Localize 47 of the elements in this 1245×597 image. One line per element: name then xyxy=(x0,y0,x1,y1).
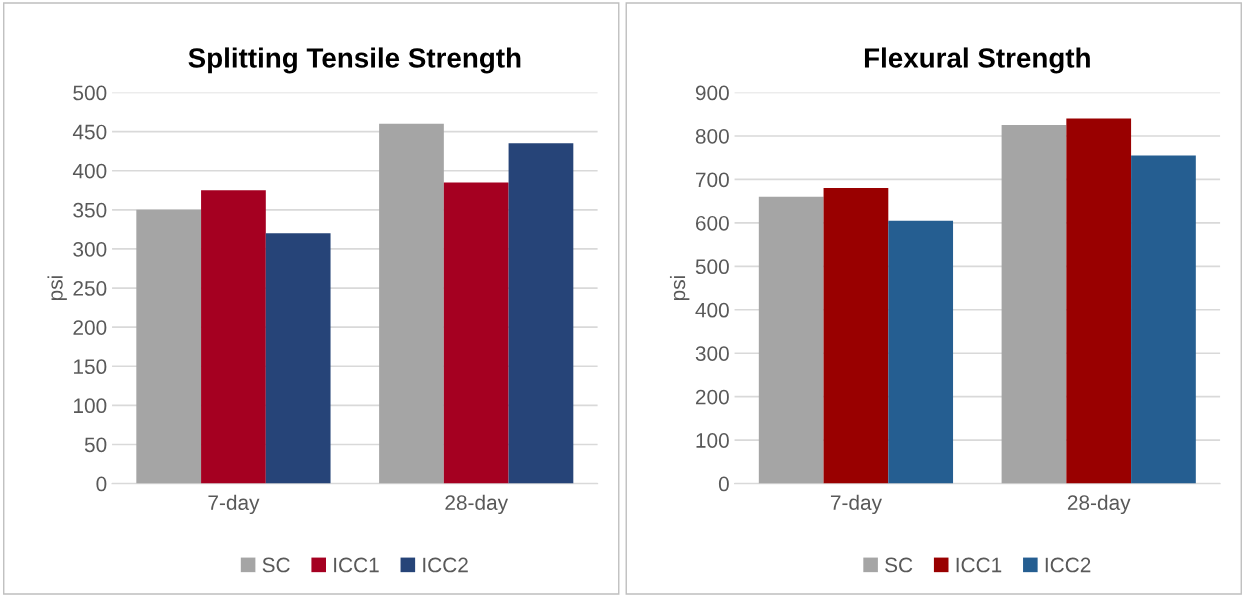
legend-label: ICC2 xyxy=(1045,557,1091,573)
legend-label: SC xyxy=(262,557,290,573)
y-tick-label: 0 xyxy=(96,476,107,492)
bar xyxy=(888,220,954,484)
y-axis-title: psi xyxy=(47,276,67,301)
y-tick-label: 100 xyxy=(74,398,107,414)
y-tick-label: 800 xyxy=(695,128,729,144)
bar xyxy=(1066,118,1132,484)
bar xyxy=(823,188,889,484)
x-tick-label: 28-day xyxy=(1067,494,1131,515)
y-tick-label: 450 xyxy=(72,124,107,140)
bar xyxy=(1001,125,1067,484)
chart-title: Splitting Tensile Strength xyxy=(188,47,521,74)
y-tick-label: 50 xyxy=(84,437,107,453)
bar xyxy=(508,143,574,484)
y-tick-label: 100 xyxy=(696,433,729,448)
y-tick-label: 200 xyxy=(73,320,107,335)
bar xyxy=(1131,155,1196,484)
y-tick-label: 0 xyxy=(718,476,729,492)
x-tick-label: 7-day xyxy=(830,494,882,515)
x-tick-label: 28-day xyxy=(445,494,509,515)
bar xyxy=(379,123,444,484)
bar xyxy=(265,233,331,484)
bar xyxy=(758,196,824,484)
bar xyxy=(443,182,509,484)
y-tick-label: 500 xyxy=(73,85,107,101)
legend-label: ICC2 xyxy=(423,557,468,573)
y-tick-label: 700 xyxy=(696,172,729,188)
y-tick-label: 900 xyxy=(695,85,729,101)
y-axis-title: psi xyxy=(669,276,690,301)
legend-label: SC xyxy=(885,557,913,573)
y-tick-label: 400 xyxy=(695,302,729,318)
y-tick-label: 300 xyxy=(695,346,729,361)
y-tick-label: 600 xyxy=(695,215,729,231)
bar xyxy=(201,190,266,484)
bar xyxy=(136,209,202,484)
y-tick-label: 500 xyxy=(695,259,729,275)
y-tick-label: 300 xyxy=(73,241,107,257)
chart-title: Flexural Strength xyxy=(864,47,1090,74)
y-tick-label: 400 xyxy=(72,163,107,179)
x-tick-label: 7-day xyxy=(208,494,260,515)
y-tick-label: 200 xyxy=(695,389,729,405)
y-tick-label: 250 xyxy=(73,281,107,296)
y-tick-label: 150 xyxy=(74,359,107,375)
y-tick-label: 350 xyxy=(73,202,107,218)
legend-label: ICC1 xyxy=(334,557,379,573)
legend-label: ICC1 xyxy=(956,557,1002,573)
